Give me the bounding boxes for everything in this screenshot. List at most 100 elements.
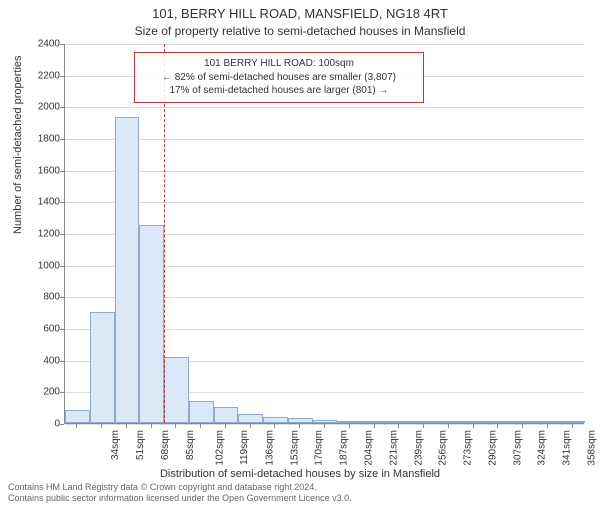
xtick-label: 34sqm	[110, 430, 121, 460]
xtick-label: 307sqm	[512, 430, 523, 466]
chart-container: 101, BERRY HILL ROAD, MANSFIELD, NG18 4R…	[0, 0, 600, 500]
histogram-bar	[511, 421, 536, 423]
histogram-bar	[115, 117, 140, 423]
histogram-bar	[486, 421, 511, 423]
xtick-mark	[473, 424, 474, 428]
ytick-mark	[60, 297, 64, 298]
histogram-bar	[560, 421, 585, 423]
annotation-line: 17% of semi-detached houses are larger (…	[141, 84, 417, 98]
annotation-box: 101 BERRY HILL ROAD: 100sqm ← 82% of sem…	[134, 52, 424, 103]
histogram-bar	[535, 421, 560, 423]
ytick-label: 1800	[32, 134, 60, 145]
xtick-label: 85sqm	[185, 430, 196, 460]
xtick-mark	[76, 424, 77, 428]
histogram-bar	[313, 420, 338, 423]
footer-line: Contains public sector information licen…	[8, 493, 352, 504]
xtick-label: 324sqm	[537, 430, 548, 466]
xtick-label: 273sqm	[463, 430, 474, 466]
ytick-mark	[60, 424, 64, 425]
ytick-mark	[60, 266, 64, 267]
ytick-label: 0	[32, 419, 60, 430]
xtick-mark	[274, 424, 275, 428]
x-axis-label: Distribution of semi-detached houses by …	[0, 468, 600, 480]
ytick-mark	[60, 139, 64, 140]
ytick-label: 2200	[32, 70, 60, 81]
xtick-mark	[349, 424, 350, 428]
footer-attribution: Contains HM Land Registry data © Crown c…	[8, 482, 352, 505]
histogram-bar	[164, 357, 189, 424]
ytick-mark	[60, 234, 64, 235]
xtick-label: 187sqm	[339, 430, 350, 466]
ytick-mark	[60, 171, 64, 172]
ytick-label: 200	[32, 387, 60, 398]
histogram-bar	[189, 401, 214, 423]
ytick-mark	[60, 329, 64, 330]
xtick-mark	[497, 424, 498, 428]
ytick-mark	[60, 361, 64, 362]
xtick-mark	[225, 424, 226, 428]
histogram-bar	[362, 421, 387, 423]
xtick-label: 256sqm	[438, 430, 449, 466]
xtick-mark	[175, 424, 176, 428]
xtick-mark	[423, 424, 424, 428]
xtick-mark	[572, 424, 573, 428]
xtick-label: 170sqm	[314, 430, 325, 466]
xtick-label: 221sqm	[388, 430, 399, 466]
histogram-bar	[337, 421, 362, 423]
xtick-label: 341sqm	[562, 430, 573, 466]
ytick-label: 800	[32, 292, 60, 303]
xtick-mark	[151, 424, 152, 428]
xtick-mark	[324, 424, 325, 428]
ytick-mark	[60, 392, 64, 393]
ytick-label: 1400	[32, 197, 60, 208]
gridline	[65, 44, 584, 45]
xtick-mark	[101, 424, 102, 428]
xtick-mark	[299, 424, 300, 428]
ytick-label: 400	[32, 355, 60, 366]
histogram-bar	[461, 421, 486, 423]
xtick-label: 239sqm	[413, 430, 424, 466]
ytick-mark	[60, 107, 64, 108]
ytick-label: 1200	[32, 229, 60, 240]
xtick-label: 136sqm	[265, 430, 276, 466]
annotation-line: 101 BERRY HILL ROAD: 100sqm	[141, 57, 417, 71]
ytick-label: 1600	[32, 165, 60, 176]
xtick-label: 358sqm	[586, 430, 597, 466]
ytick-mark	[60, 202, 64, 203]
histogram-bar	[288, 418, 313, 423]
gridline	[65, 139, 584, 140]
gridline	[65, 202, 584, 203]
histogram-bar	[263, 417, 288, 423]
xtick-mark	[250, 424, 251, 428]
histogram-bar	[65, 410, 90, 423]
histogram-bar	[214, 407, 239, 423]
histogram-bar	[238, 414, 263, 424]
ytick-label: 1000	[32, 260, 60, 271]
footer-line: Contains HM Land Registry data © Crown c…	[8, 482, 352, 493]
xtick-label: 68sqm	[160, 430, 171, 460]
gridline	[65, 171, 584, 172]
xtick-mark	[522, 424, 523, 428]
histogram-bar	[412, 421, 437, 423]
xtick-label: 102sqm	[215, 430, 226, 466]
y-axis-label: Number of semi-detached properties	[12, 55, 24, 234]
annotation-line: ← 82% of semi-detached houses are smalle…	[141, 71, 417, 85]
ytick-label: 2400	[32, 39, 60, 50]
xtick-mark	[448, 424, 449, 428]
xtick-mark	[200, 424, 201, 428]
chart-title-main: 101, BERRY HILL ROAD, MANSFIELD, NG18 4R…	[0, 6, 600, 21]
ytick-label: 2000	[32, 102, 60, 113]
xtick-label: 204sqm	[364, 430, 375, 466]
histogram-bar	[387, 421, 412, 423]
xtick-mark	[547, 424, 548, 428]
ytick-label: 600	[32, 324, 60, 335]
ytick-mark	[60, 76, 64, 77]
xtick-label: 153sqm	[289, 430, 300, 466]
xtick-mark	[374, 424, 375, 428]
gridline	[65, 107, 584, 108]
xtick-mark	[398, 424, 399, 428]
xtick-label: 51sqm	[135, 430, 146, 460]
histogram-bar	[139, 225, 164, 423]
xtick-label: 119sqm	[239, 430, 250, 465]
chart-title-sub: Size of property relative to semi-detach…	[0, 24, 600, 38]
